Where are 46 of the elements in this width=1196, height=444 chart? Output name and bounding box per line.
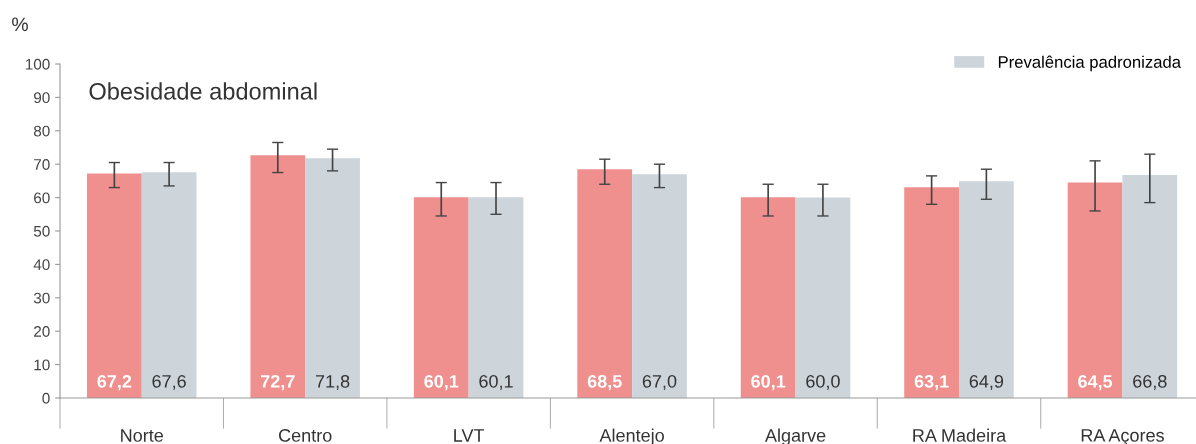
data-label: 60,1 <box>424 374 459 391</box>
y-tick-label: 50 <box>33 225 50 237</box>
bar <box>1067 182 1123 398</box>
data-label: 72,7 <box>261 374 295 391</box>
data-label: 60,0 <box>806 374 840 390</box>
bar <box>141 172 197 398</box>
bar <box>632 174 687 398</box>
bar <box>468 197 524 398</box>
y-tick-label: 60 <box>34 192 50 204</box>
data-label: 64,9 <box>969 374 1004 390</box>
bar <box>577 169 633 398</box>
bar <box>250 155 306 398</box>
data-label: 60,1 <box>479 374 513 390</box>
bar <box>86 173 142 398</box>
y-tick-label: 80 <box>33 125 50 137</box>
x-tick-label: Norte <box>121 429 163 442</box>
bar <box>740 197 796 398</box>
data-label: 63,1 <box>914 374 949 391</box>
y-tick-label: 0 <box>42 392 50 404</box>
bar <box>958 181 1014 398</box>
x-tick-label: RA Madeira <box>913 428 1007 442</box>
legend-label: Prevalência padronizada <box>998 55 1182 72</box>
text: Obesidade abdominal <box>89 82 317 100</box>
bar <box>1122 174 1178 398</box>
x-tick-label: LVT <box>454 429 485 442</box>
y-tick-label: 40 <box>33 259 50 271</box>
y-axis-title: % <box>12 17 28 32</box>
y-tick-label: 100 <box>25 58 50 70</box>
data-label: 66,8 <box>1133 374 1167 390</box>
y-tick-label: 10 <box>34 359 50 371</box>
y-tick-label: 70 <box>34 159 50 170</box>
data-label: 67,0 <box>642 374 677 390</box>
data-label: 64,5 <box>1078 374 1113 391</box>
data-label: 67,6 <box>152 374 186 390</box>
y-tick-label: 30 <box>33 292 50 304</box>
x-tick-label: Centro <box>279 429 332 442</box>
data-label: 68,5 <box>587 374 622 391</box>
data-label: 71,8 <box>315 374 350 390</box>
data-label: 67,2 <box>97 374 132 391</box>
y-tick-label: 90 <box>34 92 50 104</box>
bar <box>795 197 851 398</box>
bar <box>305 158 360 398</box>
y-tick-label: 20 <box>34 326 50 337</box>
data-label: 60,1 <box>751 374 786 391</box>
bar <box>413 197 469 398</box>
bar <box>904 187 959 398</box>
